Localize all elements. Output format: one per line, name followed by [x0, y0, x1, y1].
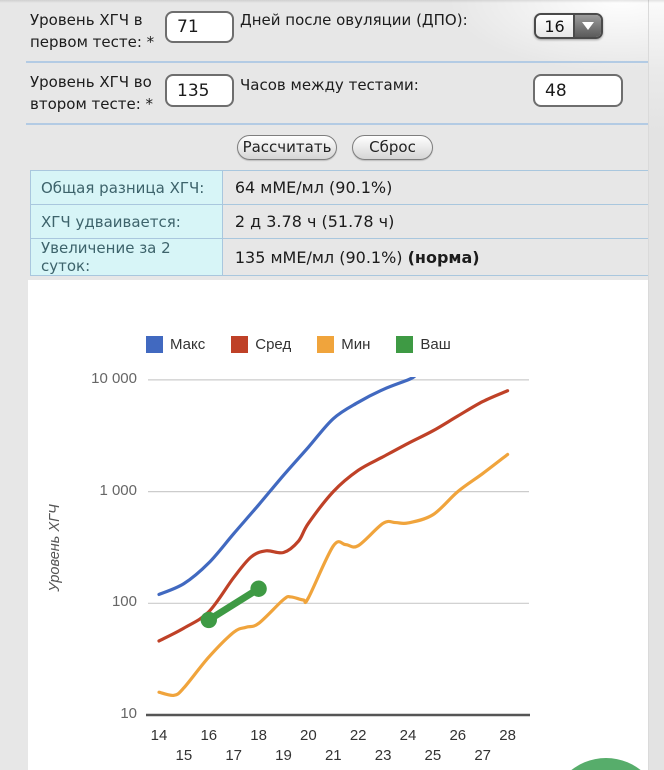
hcg-second-label: Уровень ХГЧ во втором тесте: *: [30, 73, 154, 113]
row-divider: [26, 123, 648, 125]
chart-legend: Макс Сред Мин Ваш: [146, 336, 451, 353]
legend-swatch: [317, 336, 335, 353]
hours-between-label: Часов между тестами:: [240, 76, 419, 94]
legend-swatch: [396, 336, 414, 353]
table-row: ХГЧ удваивается: 2 д 3.78 ч (51.78 ч): [30, 204, 651, 239]
series-point-Ваш: [250, 580, 267, 597]
series-line-Сред: [157, 389, 510, 643]
result-label: Увеличение за 2 суток:: [30, 238, 223, 276]
series-line-Макс: [157, 377, 416, 597]
legend-item-Макс: Макс: [146, 336, 205, 353]
chart-panel: [28, 280, 648, 770]
calculate-button[interactable]: Рассчитать: [237, 135, 337, 160]
series-line-Ваш: [205, 585, 263, 624]
legend-swatch: [146, 336, 163, 353]
x-tick-label: 27: [474, 747, 492, 764]
x-tick-label: 28: [499, 727, 516, 744]
y-tick-label: 1 000: [99, 481, 137, 499]
legend-label: Мин: [341, 336, 371, 353]
x-tick-label: 15: [175, 747, 193, 764]
hcg-second-input[interactable]: [165, 74, 234, 107]
row-divider: [26, 61, 648, 63]
x-tick-label: 21: [324, 747, 342, 764]
result-label: Общая разница ХГЧ:: [30, 170, 223, 205]
legend-item-Ваш: Ваш: [396, 336, 451, 353]
x-tick-label: 25: [424, 747, 442, 764]
series-point-Ваш: [200, 611, 217, 629]
y-tick-label: 100: [111, 593, 137, 611]
hcg-first-input[interactable]: [165, 11, 234, 43]
table-row: Увеличение за 2 суток: 135 мМЕ/мл (90.1%…: [30, 238, 651, 276]
results-table: Общая разница ХГЧ: 64 мМЕ/мл (90.1%) ХГЧ…: [30, 170, 651, 276]
result-value: 135 мМЕ/мл (90.1%) (норма): [221, 238, 651, 276]
x-tick-label: 26: [449, 727, 467, 744]
legend-label: Сред: [255, 336, 292, 353]
y-tick-label: 10 000: [91, 369, 137, 387]
dpo-label: Дней после овуляции (ДПО):: [240, 11, 468, 29]
dpo-select[interactable]: 16: [534, 13, 603, 39]
result-value: 64 мМЕ/мл (90.1%): [221, 170, 651, 205]
x-tick-label: 24: [399, 727, 417, 744]
x-tick-label: 23: [374, 747, 392, 764]
hcg-first-label: Уровень ХГЧ в первом тесте: *: [30, 11, 155, 51]
hours-between-input[interactable]: [533, 74, 623, 107]
y-tick-label: 10: [120, 705, 137, 722]
x-tick-label: 22: [349, 727, 367, 744]
chevron-down-icon: [573, 15, 601, 37]
x-tick-label: 19: [275, 747, 292, 764]
result-label: ХГЧ удваивается:: [30, 204, 223, 239]
x-tick-label: 16: [200, 727, 218, 744]
y-axis-ticks: 10 000 1 000 100 10: [57, 0, 137, 770]
legend-label: Макс: [170, 336, 206, 353]
x-tick-label: 20: [300, 727, 317, 744]
series-line-Мин: [157, 452, 510, 698]
reset-button[interactable]: Сброс: [352, 135, 433, 160]
x-tick-label: 18: [250, 727, 267, 744]
legend-item-Мин: Мин: [317, 336, 370, 353]
legend-label: Ваш: [420, 336, 451, 353]
x-tick-label: 17: [225, 747, 243, 764]
chart-series-group: [157, 377, 510, 698]
table-row: Общая разница ХГЧ: 64 мМЕ/мл (90.1%): [30, 170, 651, 205]
dpo-select-value: 16: [536, 15, 573, 37]
legend-item-Сред: Сред: [231, 336, 291, 353]
hcg-line-chart: [146, 377, 530, 717]
result-value: 2 д 3.78 ч (51.78 ч): [221, 204, 651, 239]
x-tick-label: 14: [150, 727, 168, 744]
legend-swatch: [231, 336, 249, 353]
page-right-gutter: [648, 0, 664, 770]
